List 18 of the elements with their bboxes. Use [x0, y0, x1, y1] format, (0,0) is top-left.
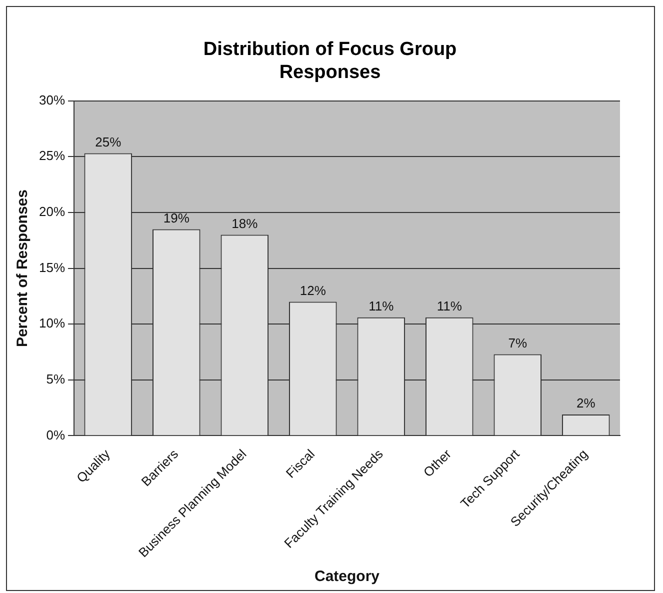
- y-tick-label: 20%: [38, 204, 66, 220]
- data-label: 7%: [508, 335, 528, 350]
- data-label: 11%: [368, 298, 394, 314]
- y-axis-title: Percent of Responses: [14, 189, 32, 348]
- y-tick-label: 10%: [38, 316, 66, 331]
- data-label: 19%: [163, 210, 190, 226]
- data-label: 12%: [300, 282, 326, 298]
- data-label: 11%: [436, 298, 462, 314]
- y-tick-label: 0%: [46, 427, 66, 442]
- y-tick-label: 30%: [38, 92, 66, 108]
- y-tick-label: 15%: [38, 260, 66, 275]
- data-label: 25%: [95, 134, 122, 150]
- data-label: 2%: [576, 396, 596, 411]
- x-axis-title: Category: [314, 568, 380, 586]
- data-label: 18%: [232, 216, 258, 231]
- y-tick-label: 25%: [38, 148, 66, 164]
- y-tick-label: 5%: [46, 372, 66, 386]
- chart-title: Distribution of Focus Group Responses: [202, 38, 458, 84]
